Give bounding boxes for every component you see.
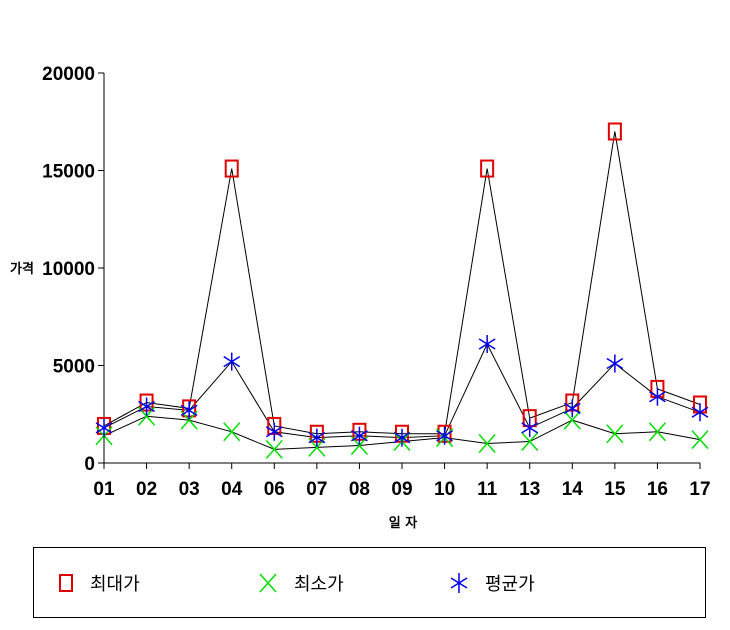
data-point-min	[648, 422, 666, 442]
data-point-min	[606, 424, 624, 444]
legend-item-max: 최대가	[58, 570, 140, 596]
x-tick-label: 01	[93, 479, 115, 500]
x-tick-label: 14	[562, 479, 584, 500]
x-tick-label: 13	[519, 479, 540, 500]
asterisk-marker-icon	[450, 573, 468, 593]
x-marker-icon	[259, 573, 277, 593]
y-tick-label: 0	[84, 454, 95, 475]
x-tick-label: 10	[434, 479, 455, 500]
data-point-avg	[138, 397, 155, 416]
data-point-min	[478, 434, 496, 453]
series-lines	[103, 131, 701, 450]
x-tick-label: 09	[391, 479, 412, 500]
x-tick-label: 04	[221, 479, 243, 500]
legend: 최대가 최소가 평균가	[33, 547, 706, 618]
x-tick-label: 06	[264, 479, 285, 500]
x-tick-label: 08	[349, 479, 370, 500]
y-tick-label: 15000	[42, 162, 95, 183]
data-point-avg	[351, 426, 368, 445]
data-point-avg	[691, 403, 709, 422]
y-tick-label: 10000	[42, 259, 95, 280]
x-tick-label: 03	[179, 479, 200, 500]
data-point-min	[563, 410, 581, 430]
data-point-min	[223, 422, 241, 442]
line-chart: 0 5000 10000 15000 20000 01 02 03 04 06 07 08 09 10 1…	[10, 64, 711, 531]
series-markers	[95, 122, 709, 459]
y-axis-title: 가격	[10, 262, 34, 277]
data-point-avg	[649, 387, 666, 406]
x-tick-label: 17	[689, 479, 710, 500]
data-point-avg	[265, 422, 283, 441]
data-point-max	[224, 159, 239, 178]
legend-item-avg: 평균가	[449, 570, 535, 596]
data-point-max	[607, 122, 622, 141]
legend-item-min: 최소가	[258, 570, 344, 596]
x-tick-label: 07	[306, 479, 327, 500]
data-point-avg	[95, 418, 113, 437]
data-point-avg	[223, 352, 241, 371]
x-axis: 01 02 03 04 06 07 08 09 10 11 13 14 15 16 17	[93, 462, 711, 500]
x-tick-label: 11	[477, 479, 498, 500]
x-tick-label: 16	[647, 479, 668, 500]
x-axis-title: 일 자	[389, 516, 417, 531]
y-tick-label: 5000	[53, 357, 95, 378]
data-point-avg	[308, 428, 326, 447]
data-point-min	[265, 439, 283, 459]
data-point-avg	[393, 428, 411, 447]
data-point-avg	[521, 418, 539, 437]
x-tick-label: 15	[604, 479, 626, 500]
data-point-avg	[180, 401, 198, 420]
data-point-avg	[436, 426, 453, 445]
y-axis: 0 5000 10000 15000 20000	[42, 64, 105, 475]
legend-label-max: 최대가	[90, 574, 140, 595]
data-point-max	[480, 159, 495, 178]
y-tick-label: 20000	[42, 64, 95, 85]
legend-label-min: 최소가	[294, 574, 344, 595]
data-point-min	[521, 432, 539, 452]
series-line-0	[103, 131, 701, 435]
legend-label-avg: 평균가	[485, 574, 535, 595]
data-point-avg	[478, 335, 496, 354]
square-marker-icon	[59, 574, 73, 592]
data-point-avg	[606, 354, 624, 373]
series-line-2	[103, 342, 701, 439]
data-point-min	[691, 430, 709, 450]
x-tick-label: 02	[136, 479, 157, 500]
data-point-avg	[563, 399, 581, 418]
